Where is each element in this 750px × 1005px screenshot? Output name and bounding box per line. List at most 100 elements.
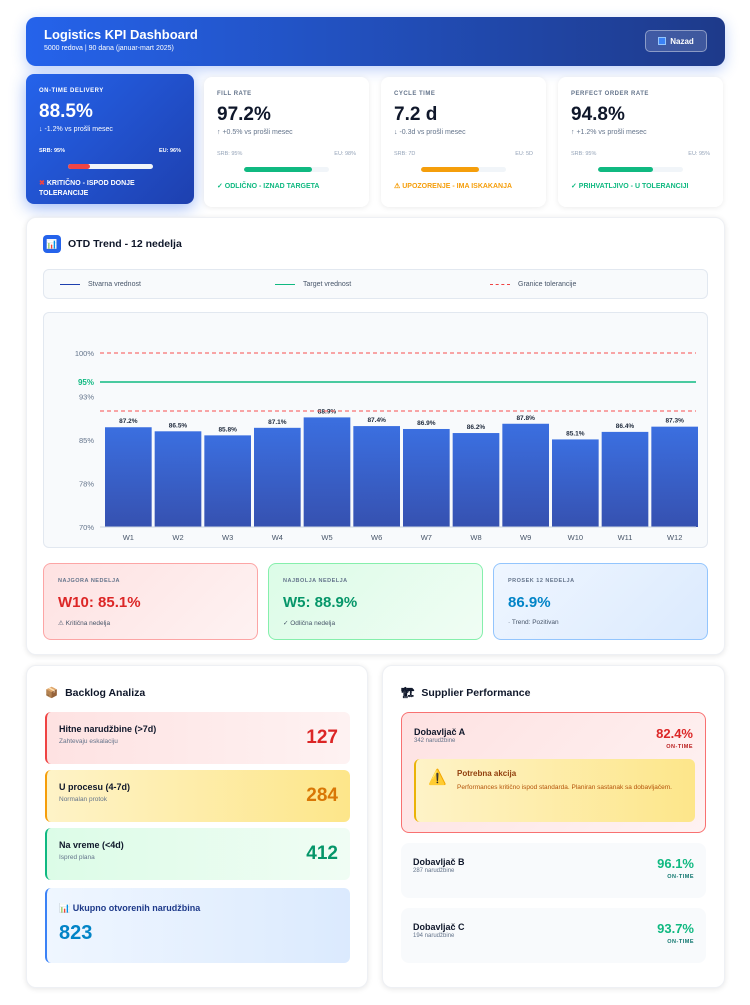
kpi-srb: SRB: 95% (39, 148, 65, 154)
bar-W2 (154, 431, 202, 527)
kpi-card-cycle-time[interactable]: CYCLE TIME 7.2 d ↓ -0.3d vs prošli mesec… (381, 77, 546, 207)
x-tick-label: W3 (222, 533, 233, 542)
bar-W1 (105, 427, 152, 527)
x-tick-label: W9 (520, 533, 531, 542)
x-tick-label: W5 (321, 533, 332, 542)
kpi-change: ↑ +1.2% vs prošli mesec (571, 129, 647, 136)
bar-data-label: 85.8% (218, 426, 237, 433)
bar-data-label: 88.9% (318, 408, 337, 415)
kpi-eu: EU: 98% (334, 151, 356, 157)
x-tick-label: W6 (371, 533, 382, 542)
bar-W10 (552, 439, 599, 527)
backlog-card: 📦 Backlog Analiza Hitne narudžbine (>7d) Z… (26, 665, 368, 988)
kpi-srb: SRB: 7D (394, 151, 416, 157)
bar-data-label: 86.5% (169, 422, 188, 429)
supplier-a[interactable]: Dobavljač A 342 narudžbine 82.4% ON-TIME ⚠… (401, 712, 706, 833)
kpi-status: ✓ ODLIČNO - IZNAD TARGETA (217, 183, 320, 190)
kpi-label: ON-TIME DELIVERY (39, 88, 104, 94)
x-tick-label: W11 (618, 533, 633, 542)
kpi-progress (244, 167, 329, 172)
legend-target: Target vrednost (259, 281, 474, 288)
bar-data-label: 87.1% (268, 419, 287, 426)
x-tick-label: W4 (272, 533, 283, 542)
kpi-card-fill-rate[interactable]: FILL RATE 97.2% ↑ +0.5% vs prošli mesec … (204, 77, 369, 207)
supplier-card: 🏗 Supplier Performance Dobavljač A 342 nar… (382, 665, 725, 988)
backlog-urgent[interactable]: Hitne narudžbine (>7d) Zahtevaju eskalaci… (45, 712, 350, 764)
supplier-b[interactable]: Dobavljač B 287 narudžbine 96.1% ON-TIME (401, 843, 706, 898)
kpi-eu: EU: 5D (515, 151, 533, 157)
y-tick-label: 85% (79, 436, 94, 445)
kpi-status: ✖ KRITIČNO - ISPOD DONJE TOLERANCIJE (39, 180, 135, 197)
y-tick-label: 93% (79, 393, 94, 402)
kpi-card-on-time-delivery[interactable]: ON-TIME DELIVERY 88.5% ↓ -1.2% vs prošli… (26, 74, 194, 204)
warning-icon: ⚠️ (428, 769, 447, 786)
supplier-icon: 🏗 (401, 687, 415, 699)
bar-data-label: 86.4% (616, 423, 635, 430)
bar-W6 (353, 426, 400, 527)
bar-data-label: 85.1% (566, 430, 585, 437)
kpi-eu: EU: 96% (158, 148, 181, 154)
y-tick-label: 78% (79, 480, 94, 489)
bar-W7 (403, 428, 450, 527)
back-icon (658, 37, 667, 45)
page-subtitle: 5000 redova | 90 dana (januar-mart 2025) (44, 45, 174, 52)
kpi-value: 88.5% (39, 101, 93, 122)
kpi-label: CYCLE TIME (394, 91, 436, 97)
kpi-eu: EU: 95% (688, 151, 710, 157)
back-button[interactable]: Nazad (645, 30, 707, 52)
y-tick-label: 95% (78, 378, 94, 387)
chart-icon: 📊 (43, 235, 61, 253)
bar-W4 (254, 427, 301, 527)
otd-bar-chart: 100% 95% 93% 85% 78% 70% 87.2% W1 86.5% W2 85.8% W3… (75, 349, 698, 542)
trend-title: OTD Trend - 12 nedelja (68, 238, 182, 250)
supplier-title: Supplier Performance (421, 686, 531, 699)
bar-W12 (651, 426, 698, 527)
box-icon: 📦 (45, 687, 59, 699)
back-label: Nazad (670, 36, 694, 46)
x-tick-label: W1 (123, 533, 134, 542)
x-tick-label: W8 (470, 533, 481, 542)
page-title: Logistics KPI Dashboard (44, 27, 198, 42)
kpi-progress (67, 164, 153, 169)
backlog-in-process[interactable]: U procesu (4-7d) Normalan protok 284 (45, 770, 350, 822)
kpi-label: FILL RATE (217, 91, 252, 97)
bar-W3 (204, 435, 251, 527)
kpi-change: ↓ -1.2% vs prošli mesec (39, 126, 113, 133)
kpi-progress (598, 167, 683, 172)
bar-W9 (502, 423, 549, 527)
legend-actual: Stvarna vrednost (44, 281, 259, 288)
best-week-card: NAJBOLJA NEDELJA W5: 88.9% ✓ Odlična nedel… (268, 563, 483, 640)
kpi-srb: SRB: 95% (571, 151, 597, 157)
bar-W5 (303, 417, 351, 527)
status-icon: ✖ (39, 180, 45, 187)
dashboard-header: Logistics KPI Dashboard 5000 redova | 90… (26, 17, 725, 66)
supplier-c[interactable]: Dobavljač C 194 narudžbine 93.7% ON-TIME (401, 908, 706, 963)
kpi-status: ✓ PRIHVATLJIVO - U TOLERANCIJI (571, 183, 689, 190)
bar-W11 (601, 431, 649, 527)
average-card: PROSEK 12 NEDELJA 86.9% · Trend: Pozitivan (493, 563, 708, 640)
x-tick-label: W12 (667, 533, 682, 542)
bar-data-label: 86.2% (467, 424, 486, 431)
x-tick-label: W7 (421, 533, 432, 542)
backlog-total: 📊 Ukupno otvorenih narudžbina 823 (45, 888, 350, 963)
y-tick-label: 100% (75, 349, 95, 358)
bar-data-label: 87.3% (665, 418, 684, 425)
kpi-value: 7.2 d (394, 104, 438, 125)
bar-W8 (452, 433, 500, 527)
otd-trend-card: 📊 OTD Trend - 12 nedelja Stvarna vrednost… (26, 217, 725, 655)
kpi-value: 94.8% (571, 104, 625, 125)
bar-data-label: 87.8% (516, 415, 535, 422)
backlog-title: Backlog Analiza (65, 686, 146, 699)
kpi-status: ⚠ UPOZORENJE - IMA ISKAKANJA (394, 183, 513, 190)
kpi-srb: SRB: 95% (217, 151, 243, 157)
kpi-card-perfect-order-rate[interactable]: PERFECT ORDER RATE 94.8% ↑ +1.2% vs proš… (558, 77, 723, 207)
backlog-on-time[interactable]: Na vreme (<4d) Ispred plana 412 (45, 828, 350, 880)
legend-tolerance: Granice tolerancije (474, 281, 689, 288)
kpi-change: ↑ +0.5% vs prošli mesec (217, 129, 293, 136)
bar-data-label: 86.9% (417, 420, 436, 427)
action-alert: ⚠️ Potrebna akcija Performances kritično… (414, 759, 695, 822)
status-icon: ⚠ (394, 183, 401, 190)
bar-data-label: 87.2% (119, 418, 138, 425)
kpi-change: ↓ -0.3d vs prošli mesec (394, 129, 466, 136)
x-tick-label: W10 (568, 533, 583, 542)
